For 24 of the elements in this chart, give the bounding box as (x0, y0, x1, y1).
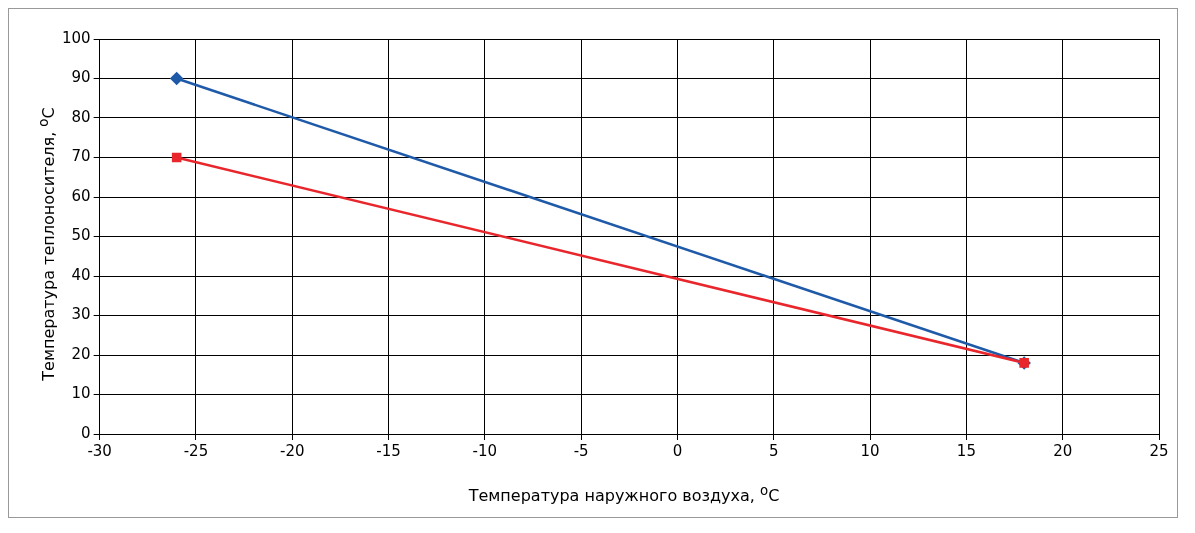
y-tick-label: 40 (71, 265, 91, 284)
y-tick-label: 50 (71, 226, 91, 245)
y-tick-label: 70 (71, 147, 91, 166)
y-tick-label: 100 (61, 28, 91, 47)
y-tick-label: 20 (71, 344, 91, 363)
x-tick-label: -10 (472, 441, 498, 460)
x-tick-label: -25 (183, 441, 209, 460)
y-tick-label: 0 (81, 423, 91, 442)
x-axis-title: Температура наружного воздуха, $^{o}$C (467, 483, 781, 506)
x-tick-label: 25 (1149, 441, 1169, 460)
y-tick-label: 80 (71, 107, 91, 126)
x-tick-label: -15 (376, 441, 401, 460)
x-tick-label: 10 (860, 441, 880, 460)
x-tick-label: -30 (87, 441, 112, 460)
y-tick-label: 30 (71, 305, 91, 324)
y-tick-label: 90 (71, 68, 91, 87)
x-tick-label: -5 (573, 441, 589, 460)
x-tick-label: 15 (956, 441, 976, 460)
y-tick-label: 60 (71, 186, 91, 205)
y-tick-label: 10 (71, 384, 91, 403)
x-tick-label: 20 (1053, 441, 1073, 460)
x-tick-label: 0 (672, 441, 683, 460)
x-tick-label: -20 (279, 441, 305, 460)
x-tick-label: 5 (769, 441, 779, 460)
